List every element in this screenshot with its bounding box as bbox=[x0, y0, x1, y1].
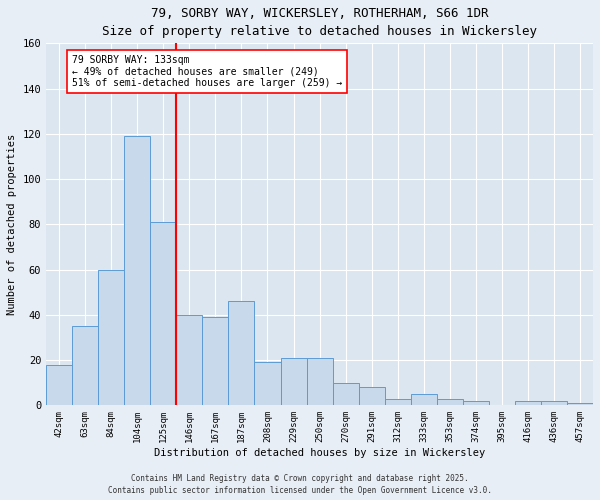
Bar bbox=[176, 315, 202, 406]
Bar bbox=[46, 364, 72, 406]
Bar bbox=[567, 403, 593, 406]
Bar bbox=[150, 222, 176, 406]
Bar bbox=[281, 358, 307, 406]
Text: 79 SORBY WAY: 133sqm
← 49% of detached houses are smaller (249)
51% of semi-deta: 79 SORBY WAY: 133sqm ← 49% of detached h… bbox=[72, 54, 343, 88]
Bar bbox=[124, 136, 150, 406]
Bar bbox=[515, 401, 541, 406]
Bar bbox=[98, 270, 124, 406]
Bar bbox=[411, 394, 437, 406]
Bar bbox=[437, 398, 463, 406]
Title: 79, SORBY WAY, WICKERSLEY, ROTHERHAM, S66 1DR
Size of property relative to detac: 79, SORBY WAY, WICKERSLEY, ROTHERHAM, S6… bbox=[102, 7, 537, 38]
Bar bbox=[254, 362, 281, 406]
Bar bbox=[307, 358, 332, 406]
Bar bbox=[202, 317, 229, 406]
Y-axis label: Number of detached properties: Number of detached properties bbox=[7, 134, 17, 315]
X-axis label: Distribution of detached houses by size in Wickersley: Distribution of detached houses by size … bbox=[154, 448, 485, 458]
Bar bbox=[72, 326, 98, 406]
Bar bbox=[359, 388, 385, 406]
Bar bbox=[385, 398, 411, 406]
Bar bbox=[541, 401, 567, 406]
Bar bbox=[463, 401, 489, 406]
Bar bbox=[332, 383, 359, 406]
Text: Contains HM Land Registry data © Crown copyright and database right 2025.
Contai: Contains HM Land Registry data © Crown c… bbox=[108, 474, 492, 495]
Bar bbox=[229, 302, 254, 406]
